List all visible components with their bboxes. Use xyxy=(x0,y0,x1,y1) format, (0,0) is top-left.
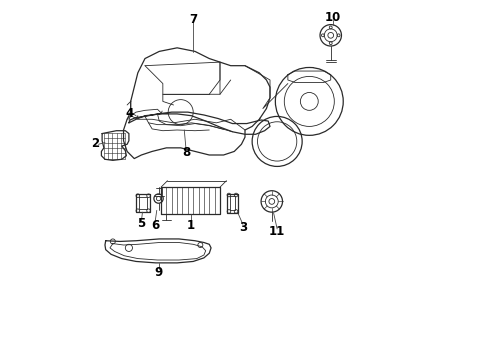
Text: 4: 4 xyxy=(126,107,134,120)
Text: 6: 6 xyxy=(151,219,159,232)
Text: 11: 11 xyxy=(269,225,285,238)
Text: 1: 1 xyxy=(187,219,195,232)
Text: 3: 3 xyxy=(239,221,247,234)
Text: 5: 5 xyxy=(137,217,146,230)
Text: 8: 8 xyxy=(182,146,190,159)
Text: 2: 2 xyxy=(92,137,100,150)
Text: 10: 10 xyxy=(324,11,341,24)
Text: 7: 7 xyxy=(189,13,197,26)
Text: 9: 9 xyxy=(154,266,163,279)
